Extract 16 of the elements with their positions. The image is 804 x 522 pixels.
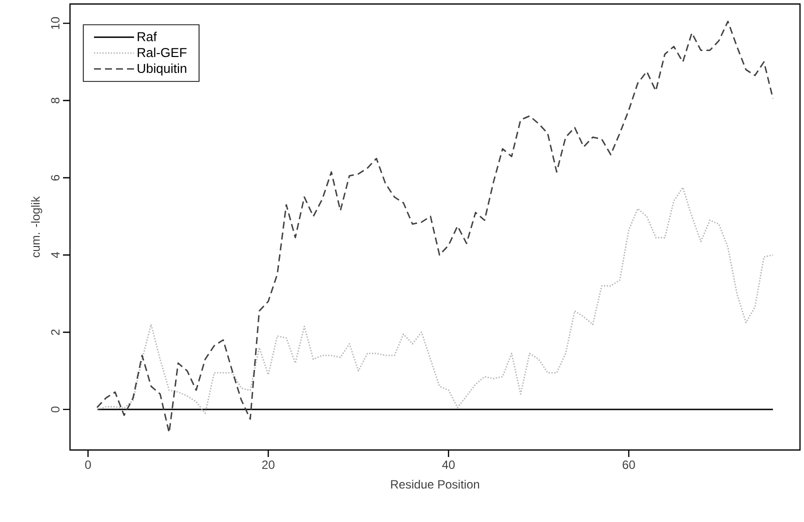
x-tick-label: 60: [622, 460, 635, 469]
x-tick-label: 40: [442, 460, 455, 469]
legend-label: Ral-GEF: [138, 48, 187, 58]
y-tick-label: 0: [51, 406, 60, 412]
y-tick-label: 2: [51, 330, 60, 335]
legend-label: Ubiquitin: [138, 63, 186, 76]
x-tick-label: 0: [85, 460, 91, 469]
y-tick-label: 6: [51, 174, 60, 180]
y-tick-label: 8: [51, 98, 60, 104]
y-axis-title: cum. -loglik: [31, 196, 42, 258]
x-axis-title: Residue Position: [391, 480, 480, 489]
x-tick-label: 20: [262, 460, 274, 469]
y-tick-label: 10: [51, 17, 60, 30]
line-series: [96, 20, 774, 434]
legend-label: Raf: [138, 32, 157, 42]
y-tick-label: 4: [51, 252, 60, 258]
